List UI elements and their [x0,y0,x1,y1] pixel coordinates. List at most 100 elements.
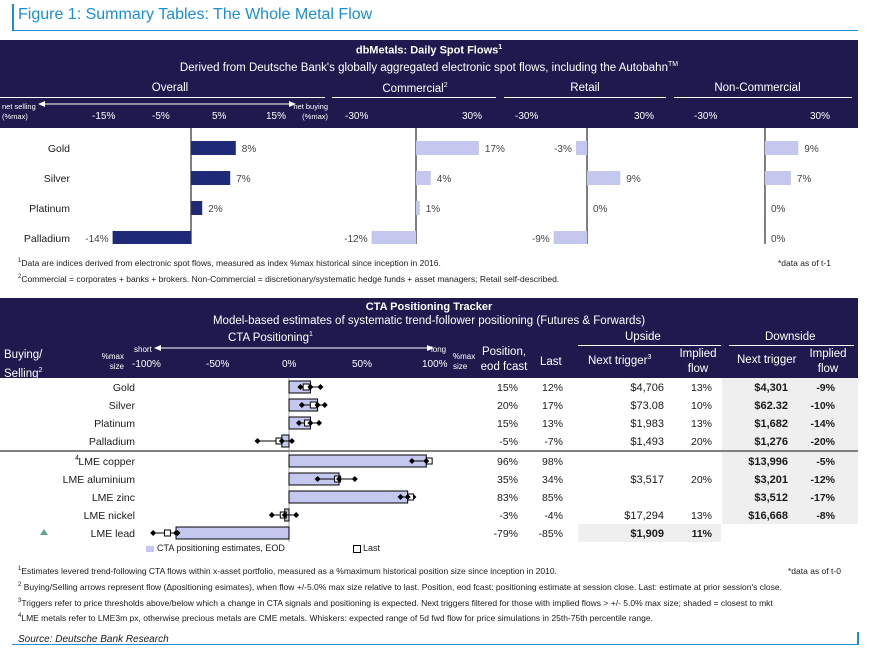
spot-data-label: 0% [771,204,786,215]
last-value: 13% [542,418,563,430]
trigger-shade [578,524,721,542]
downside-rule [729,345,854,346]
up-trigger: $17,294 [624,510,664,522]
cta-tick: 50% [352,359,373,370]
last-value: -7% [544,436,563,448]
max-size-left: %max size [101,352,124,371]
net-selling-label: net selling (%max) [2,102,36,121]
position-value: -79% [493,528,518,540]
cta-positioning-label: CTA Positioning1 [228,331,313,344]
down-flow: -12% [810,474,835,486]
down-trigger: $1,682 [754,418,788,430]
down-flow: -5% [816,456,835,468]
cta-note-3: 3Triggers refer to price thresholds abov… [18,598,773,608]
spot-data-label: 17% [485,144,505,155]
position-marker [307,384,314,390]
spot-data-label: 8% [242,144,257,155]
overall-tick: 15% [266,111,287,122]
last-value: 12% [542,382,563,394]
cta-tick: 100% [422,359,448,370]
upside-label: Upside [625,331,661,343]
last-value: -85% [538,528,563,540]
source-note: Source: Deutsche Bank Research [18,634,169,645]
cta-row-label: Gold [113,382,135,394]
position-value: 15% [497,418,518,430]
spot-data-label: 7% [236,174,251,185]
cta-header: CTA Positioning Tracker Model-based esti… [0,298,858,380]
cta-title: CTA Positioning Tracker [365,301,493,313]
whisker-end [297,384,304,390]
position-bar [288,454,427,468]
position-bar [288,490,409,504]
position-marker [278,438,285,444]
whisker-end [397,494,404,500]
noncommercial-tick: 30% [810,111,831,122]
commercial-tick: -30% [345,111,369,122]
cta-note-1: 1Estimates levered trend-following CTA f… [18,566,557,576]
down-flow: -8% [816,510,835,522]
position-marker [307,420,314,426]
up-trigger: $1,983 [630,418,664,430]
legend-last-swatch [353,545,361,553]
down-flow: -17% [810,492,835,504]
position-value: 96% [497,456,518,468]
group-rule-noncommercial [674,97,852,98]
group-rule-overall [0,97,325,98]
last-value: -4% [544,510,563,522]
trigger-shade [722,452,858,470]
col-next-trigger-up: Next trigger3 [588,354,652,367]
up-flow: 10% [691,400,712,412]
group-retail: Retail [570,82,600,94]
spot-bar [765,171,791,185]
whisker-end [314,476,321,482]
spot-row-label: Platinum [29,203,70,215]
group-overall: Overall [151,82,189,94]
cta-row-label: Palladium [89,436,135,448]
spot-data-label: -12% [344,234,367,244]
col-implied-flow-up: Implied flow [679,348,717,375]
cta-direction-arrow [154,345,434,351]
whisker-end [288,438,295,444]
position-marker [423,458,430,464]
whisker-end [293,512,300,518]
cta-row-label: LME aluminium [63,474,136,486]
spot-data-label: -14% [85,234,108,244]
spot-row-label: Palladium [24,233,70,244]
whisker-end [296,420,303,426]
down-trigger: $3,201 [754,474,788,486]
legend-estimates-swatch [146,546,154,552]
whisker-end [254,438,261,444]
whisker-end [351,476,358,482]
spot-bar [112,231,191,244]
spot-bar [416,171,431,185]
down-trigger: $1,276 [754,436,788,448]
group-commercial: Commercial2 [382,82,448,95]
title-rule [12,30,858,31]
long-label: long [431,345,447,354]
whisker-end [150,530,157,536]
spot-note-1: 1Data are indices derived from electroni… [18,258,441,268]
cta-note-2: 2 Buying/Selling arrows represent flow (… [18,582,782,592]
position-value: -3% [499,510,518,522]
spot-data-asof: *data as of t-1 [778,258,831,268]
up-trigger: $1,909 [630,528,664,540]
cta-tick: -100% [132,359,161,370]
position-value: 20% [497,400,518,412]
last-value: 85% [542,492,563,504]
cta-row-label: Silver [109,400,136,412]
position-marker [281,512,288,518]
col-next-trigger-down: Next trigger [737,354,797,366]
spot-bar [765,141,799,155]
down-flow: -9% [816,382,835,394]
trigger-shade [722,488,858,506]
up-trigger: $1,493 [630,436,664,448]
cta-row-label: LME lead [91,528,136,540]
group-noncommercial: Non-Commercial [714,82,801,94]
legend-estimates: CTA positioning estimates, EOD [157,543,285,553]
buying-selling-label: Buying/ Selling2 [4,349,43,380]
overall-tick: 5% [212,111,227,122]
group-rule-retail [504,97,666,98]
spot-note-2: 2Commercial = corporates + banks + broke… [18,274,560,284]
noncommercial-tick: -30% [694,111,718,122]
spot-subtitle: Derived from Deutsche Bank's globally ag… [179,61,679,74]
